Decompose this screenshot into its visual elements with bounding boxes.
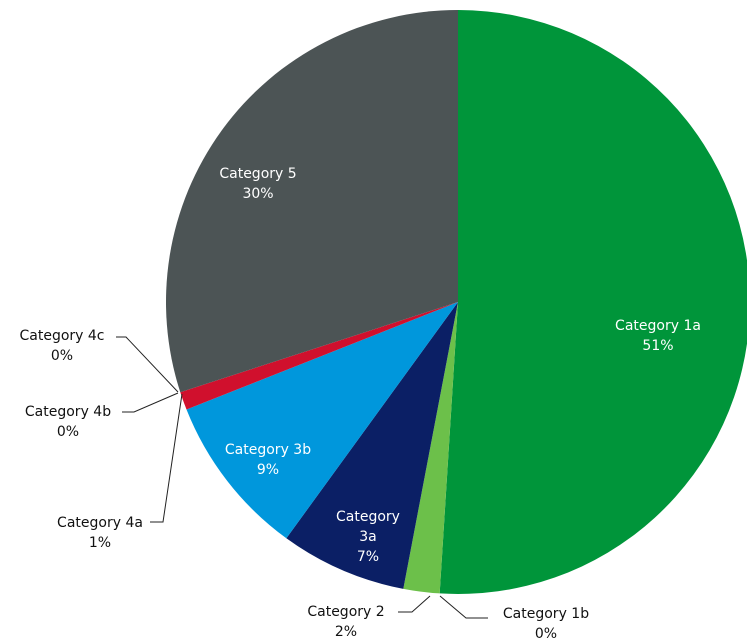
slice-name: Category 4c <box>19 328 105 344</box>
slice-value: 51% <box>642 338 674 354</box>
slice-label: Category 4b 0% <box>25 402 111 442</box>
slice-name: Category 3a <box>336 509 400 545</box>
pie-slice <box>180 302 458 410</box>
slice-label: Category 2 2% <box>307 602 384 642</box>
pie-slice <box>439 10 747 594</box>
slice-label: Category 4a 1% <box>57 513 143 553</box>
slice-label: Category 1a 51% <box>615 316 701 356</box>
slice-name: Category 4a <box>57 515 143 531</box>
slice-value: 0% <box>534 626 558 642</box>
slice-label: Category 4c 0% <box>19 326 104 366</box>
pie-slice <box>186 302 459 539</box>
leader-line <box>116 336 179 393</box>
slice-value: 9% <box>256 462 280 478</box>
leader-line <box>398 595 431 613</box>
slice-value: 7% <box>356 549 380 565</box>
slice-value: 1% <box>88 535 112 551</box>
leader-line <box>122 392 179 413</box>
pie-slice <box>403 302 458 594</box>
slice-name: Category 3b <box>224 442 312 458</box>
slice-name: Category 4b <box>24 404 112 420</box>
slice-name: Category 5 <box>219 166 297 182</box>
pie-slice <box>286 302 458 589</box>
leader-line <box>150 393 183 523</box>
slice-value: 2% <box>334 624 358 640</box>
slice-value: 0% <box>50 348 74 364</box>
slice-value: 30% <box>242 186 274 202</box>
pie-slice <box>166 10 458 393</box>
slice-name: Category 1b <box>502 606 590 622</box>
slice-value: 0% <box>56 424 80 440</box>
leader-line <box>439 595 488 619</box>
slice-label: Category 5 30% <box>219 164 296 204</box>
slice-label: Category 3a 7% <box>333 507 403 567</box>
slice-label: Category 3b 9% <box>225 440 311 480</box>
slice-label: Category 1b 0% <box>503 604 589 644</box>
slice-name: Category 1a <box>615 318 701 334</box>
slice-name: Category 2 <box>307 604 385 620</box>
